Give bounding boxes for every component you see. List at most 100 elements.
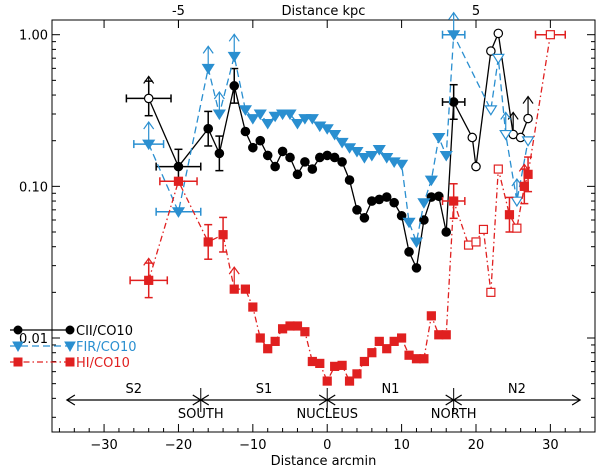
data-point-fir: [283, 109, 297, 121]
region-label: S1: [256, 382, 273, 397]
limit-arrow-head: [143, 75, 155, 84]
limit-arrow-head: [202, 45, 214, 54]
x-tick-label: 10: [393, 438, 410, 453]
data-point-hi: [144, 275, 154, 285]
data-point-cii: [337, 157, 347, 167]
data-point-hi: [545, 30, 555, 40]
data-point-hi: [449, 196, 459, 206]
data-point-hi: [471, 237, 481, 247]
data-point-hi: [519, 181, 529, 191]
data-point-hi: [411, 354, 422, 364]
data-point-fir: [238, 105, 252, 116]
limit-arrow-head: [448, 11, 460, 21]
data-point-fir: [447, 30, 461, 41]
data-point-hi: [277, 324, 288, 334]
top-axis-label: Distance kpc: [282, 4, 366, 19]
data-point-cii: [143, 93, 154, 104]
data-point-cii: [285, 152, 295, 163]
data-point-cii: [240, 126, 251, 137]
data-point-fir: [227, 51, 241, 63]
plot-frame: [51, 19, 596, 433]
data-point-fir: [357, 153, 371, 164]
data-point-cii: [381, 192, 392, 202]
data-point-fir: [305, 114, 319, 125]
x-tick-label: 20: [468, 438, 485, 453]
legend-label: FIR/CO10: [76, 340, 137, 355]
data-point-cii: [329, 152, 340, 163]
axis-ticks: −30 −20 −10 0 10 20 30 Distance arcmin -5 5 Distan…: [19, 4, 595, 469]
legend-label: HI/CO10: [76, 356, 130, 371]
data-point-cii: [270, 161, 280, 172]
data-point-fir: [142, 139, 156, 151]
region-name: SOUTH: [178, 407, 224, 422]
data-point-hi: [255, 333, 265, 343]
region-name: NORTH: [431, 407, 477, 422]
data-point-cii: [300, 157, 310, 167]
data-point-hi: [367, 348, 377, 358]
data-point-cii: [486, 46, 496, 56]
data-point-fir: [395, 159, 409, 171]
data-point-fir: [320, 124, 334, 135]
data-point-hi: [203, 237, 213, 247]
data-point-cii: [467, 132, 478, 143]
data-point-fir: [290, 118, 305, 130]
data-point-fir: [439, 150, 453, 162]
x-tick-label: −30: [90, 438, 117, 453]
data-point-fir: [402, 217, 416, 229]
data-point-fir: [521, 136, 535, 147]
limit-arrow-head: [228, 33, 240, 42]
data-point-fir: [246, 114, 260, 125]
legend-marker: [64, 341, 76, 353]
data-point-hi: [330, 361, 340, 371]
data-point-cii: [419, 215, 429, 225]
data-point-hi: [463, 240, 474, 250]
x-tick-label: −10: [239, 438, 266, 453]
y-tick-label: 0.10: [19, 180, 48, 195]
data-point-cii: [352, 205, 362, 215]
top-tick-label: -5: [172, 4, 185, 19]
region-label: N2: [508, 382, 526, 397]
legend-marker: [12, 341, 24, 353]
data-point-fir: [212, 109, 226, 121]
limit-arrow-head: [500, 111, 512, 120]
data-point-hi: [426, 311, 436, 321]
x-axis-label: Distance arcmin: [271, 454, 377, 469]
data-point-cii: [307, 164, 318, 174]
data-point-cii: [433, 191, 444, 202]
legend-marker: [65, 325, 75, 335]
data-point-fir: [328, 129, 342, 141]
limit-arrow-head: [228, 266, 240, 275]
limit-arrow-head: [213, 90, 225, 100]
data-point-fir: [372, 145, 386, 156]
data-point-fir: [335, 137, 349, 149]
region-label: S2: [126, 382, 143, 397]
plot-border: [51, 19, 596, 433]
data-point-hi: [478, 224, 489, 235]
data-point-fir: [491, 53, 505, 65]
data-point-hi: [441, 330, 451, 340]
data-point-fir: [350, 146, 364, 158]
region-arrow-head: [65, 394, 76, 406]
data-point-hi: [352, 369, 362, 379]
data-point-hi: [315, 358, 325, 369]
series-layer: [125, 11, 566, 386]
data-point-hi: [504, 210, 515, 220]
legend-label: CII/CO10: [76, 324, 133, 339]
data-point-hi: [307, 356, 317, 367]
y-tick-label: 1.00: [19, 29, 48, 44]
data-point-hi: [270, 336, 280, 346]
legend-marker: [65, 357, 75, 367]
data-point-hi: [404, 350, 414, 360]
data-point-cii: [248, 142, 258, 153]
data-point-cii: [411, 263, 422, 273]
data-point-cii: [173, 161, 184, 172]
data-point-hi: [493, 164, 503, 174]
data-point-cii: [493, 28, 504, 39]
data-point-fir: [253, 109, 267, 121]
x-tick-label: −20: [165, 438, 192, 453]
region-annotations: S2 S1 N1 N2 SOUTH NUCLEUS NORTH: [65, 382, 582, 422]
data-point-cii: [292, 169, 303, 180]
y-tick-label: 0.01: [19, 332, 48, 347]
top-tick-label: 5: [472, 4, 480, 19]
